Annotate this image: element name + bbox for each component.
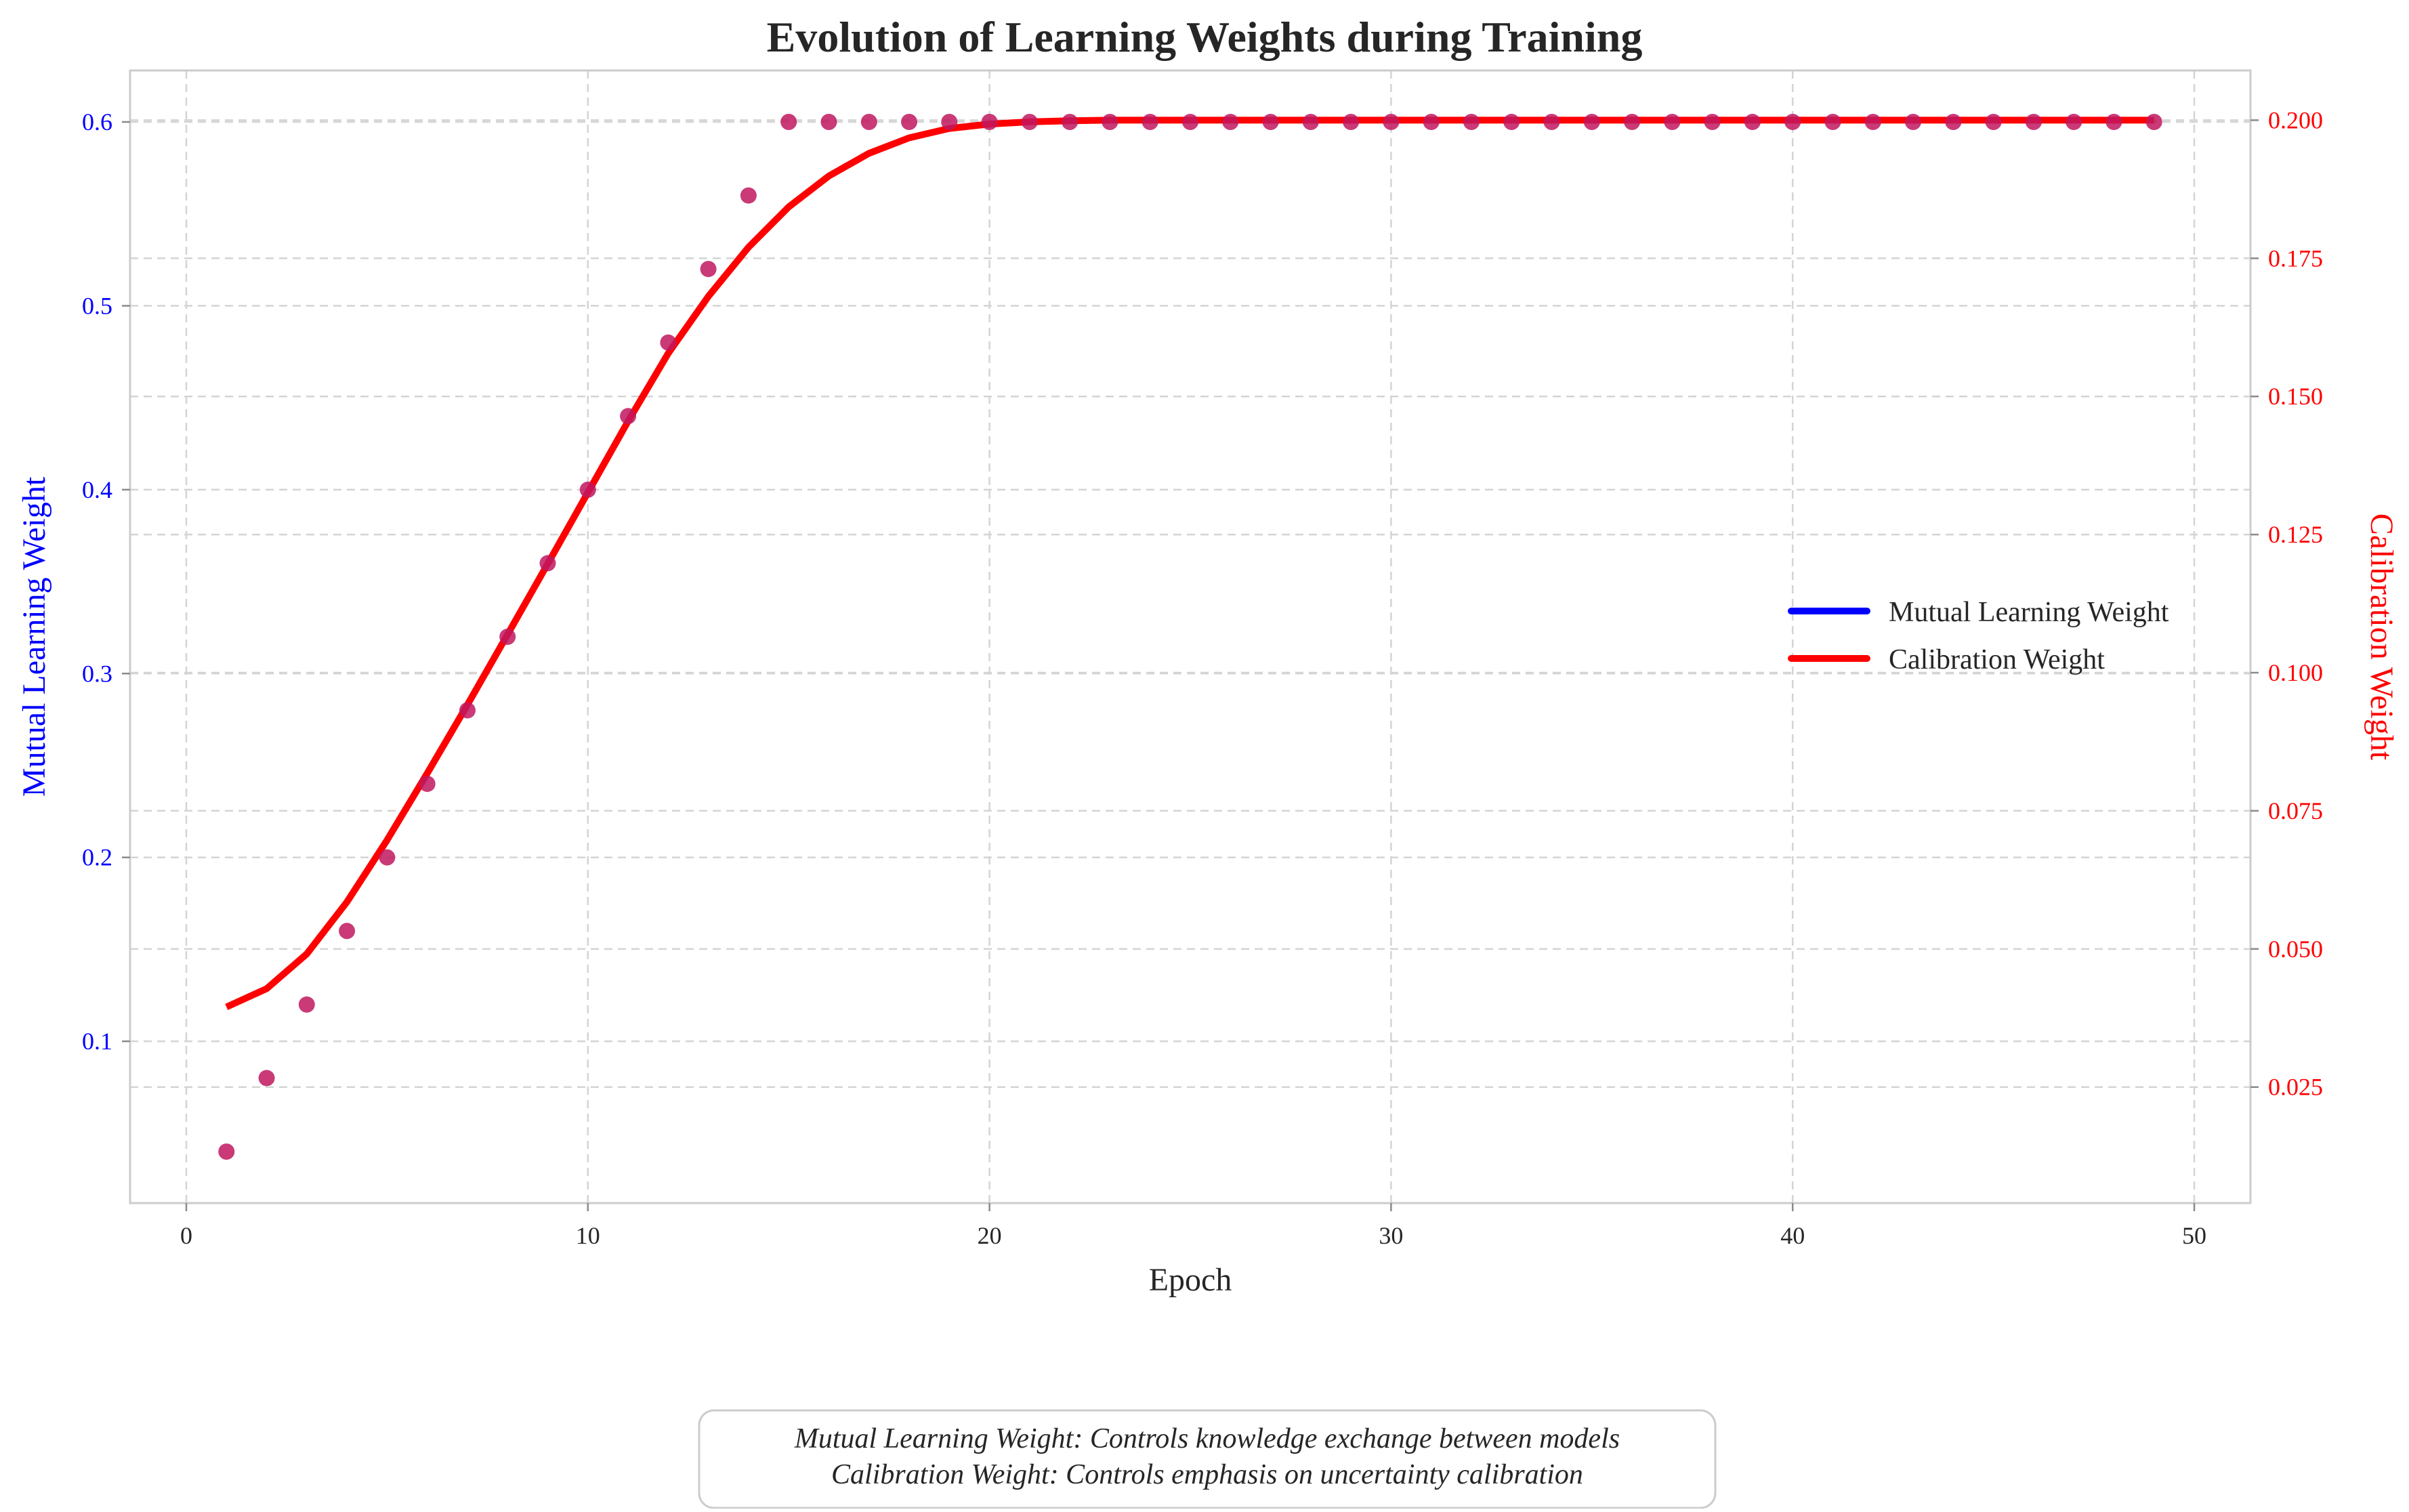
legend-label-mutual-learning-weight: Mutual Learning Weight	[1889, 597, 2169, 628]
mutual-learning-weight-point	[1624, 114, 1641, 130]
mutual-learning-weight-point	[2106, 114, 2122, 130]
left-y-tick-label: 0.4	[82, 476, 112, 503]
mutual-learning-weight-point	[820, 114, 837, 130]
mutual-learning-weight-point	[700, 261, 717, 278]
annotation-line-mutual-learning: Mutual Learning Weight: Controls knowled…	[794, 1423, 1620, 1454]
right-y-tick-label: 0.150	[2268, 383, 2323, 410]
left-y-tick-label: 0.5	[82, 292, 112, 319]
mutual-learning-weight-point	[1704, 114, 1721, 130]
x-axis-label: Epoch	[1149, 1262, 1232, 1298]
left-y-tick-label: 0.6	[82, 108, 112, 135]
right-y-tick-label: 0.025	[2268, 1074, 2323, 1101]
mutual-learning-weight-point	[1222, 114, 1239, 130]
x-tick-label: 40	[1780, 1222, 1805, 1249]
x-tick-label: 20	[978, 1222, 1002, 1249]
mutual-learning-weight-point	[1664, 114, 1681, 130]
mutual-learning-weight-point	[1343, 114, 1360, 130]
right-axis-ticks: 0.025 0.050 0.075 0.100 0.125 0.150 0.175 0.200	[2250, 106, 2323, 1101]
mutual-learning-weight-point	[419, 776, 436, 793]
mutual-learning-weight-point	[579, 481, 596, 498]
plot-frame	[129, 69, 2252, 1204]
x-tick-label: 0	[180, 1222, 192, 1249]
mutual-learning-weight-point	[1463, 114, 1480, 130]
mutual-learning-weight-point	[941, 114, 958, 130]
x-tick-label: 10	[576, 1222, 600, 1249]
mutual-learning-weight-point	[539, 555, 556, 572]
mutual-learning-weight-point	[499, 629, 516, 645]
mutual-learning-weight-point	[1102, 114, 1118, 130]
mutual-learning-weight-point	[660, 334, 677, 351]
mutual-learning-weight-point	[1824, 114, 1841, 130]
mutual-learning-weight-point	[740, 187, 757, 204]
mutual-learning-weight-point	[1262, 114, 1279, 130]
left-y-tick-label: 0.2	[82, 844, 112, 871]
x-tick-label: 50	[2182, 1222, 2206, 1249]
right-y-tick-label: 0.075	[2268, 797, 2323, 824]
mutual-learning-weight-point	[780, 114, 797, 130]
mutual-learning-weight-point	[2025, 114, 2042, 130]
mutual-learning-weight-point	[1383, 114, 1400, 130]
mutual-learning-weight-point	[1945, 114, 1962, 130]
mutual-learning-weight-point	[1744, 114, 1761, 130]
mutual-learning-weight-point	[1543, 114, 1560, 130]
left-y-tick-label: 0.1	[82, 1028, 112, 1055]
mutual-learning-weight-point	[620, 408, 637, 425]
legend-label-calibration-weight: Calibration Weight	[1889, 644, 2105, 675]
annotation-box: Mutual Learning Weight: Controls knowled…	[698, 1409, 1717, 1509]
mutual-learning-weight-point	[1423, 114, 1440, 130]
left-axis-ticks: 0.1 0.2 0.3 0.4 0.5 0.6	[82, 108, 130, 1055]
mutual-learning-weight-point	[258, 1070, 275, 1087]
annotation-box-frame	[698, 1409, 1717, 1509]
right-y-tick-label: 0.125	[2268, 521, 2323, 548]
mutual-learning-weight-point	[1503, 114, 1520, 130]
right-y-tick-label: 0.200	[2268, 106, 2323, 133]
mutual-learning-weight-point	[860, 114, 877, 130]
mutual-learning-weight-point	[1182, 114, 1198, 130]
mutual-learning-weight-point	[2066, 114, 2082, 130]
left-axis-label: Mutual Learning Weight	[16, 476, 52, 797]
mutual-learning-weight-point	[1302, 114, 1319, 130]
mutual-learning-weight-point	[1864, 114, 1881, 130]
mutual-learning-weight-point	[339, 923, 356, 940]
mutual-learning-weight-point	[1021, 114, 1038, 130]
left-y-tick-label: 0.3	[82, 660, 112, 687]
mutual-learning-weight-point	[2145, 114, 2162, 130]
mutual-learning-weight-point	[1985, 114, 2002, 130]
mutual-learning-weight-point	[981, 114, 998, 130]
mutual-learning-weight-point	[218, 1143, 235, 1160]
mutual-learning-weight-point	[901, 114, 917, 130]
mutual-learning-weight-point	[1062, 114, 1078, 130]
annotation-line-calibration: Calibration Weight: Controls emphasis on…	[831, 1459, 1583, 1490]
right-y-tick-label: 0.050	[2268, 936, 2323, 963]
mutual-learning-weight-point	[298, 996, 315, 1013]
mutual-learning-weight-point	[1905, 114, 1921, 130]
right-y-tick-label: 0.100	[2268, 659, 2323, 686]
x-axis-ticks: 0 10 20 30 40 50	[180, 1203, 2206, 1249]
legend: Mutual Learning Weight Calibration Weigh…	[1788, 597, 2169, 675]
right-axis-label: Calibration Weight	[2364, 513, 2400, 761]
mutual-learning-weight-point	[1784, 114, 1801, 130]
mutual-learning-weight-point	[1141, 114, 1158, 130]
mutual-learning-weight-point	[379, 849, 396, 866]
series-layer	[218, 114, 2162, 1160]
right-y-tick-label: 0.175	[2268, 245, 2323, 272]
chart-title: Evolution of Learning Weights during Tra…	[767, 13, 1643, 61]
mutual-learning-weight-point	[1583, 114, 1600, 130]
mutual-learning-weight-point	[459, 702, 476, 719]
x-tick-label: 30	[1379, 1222, 1403, 1249]
